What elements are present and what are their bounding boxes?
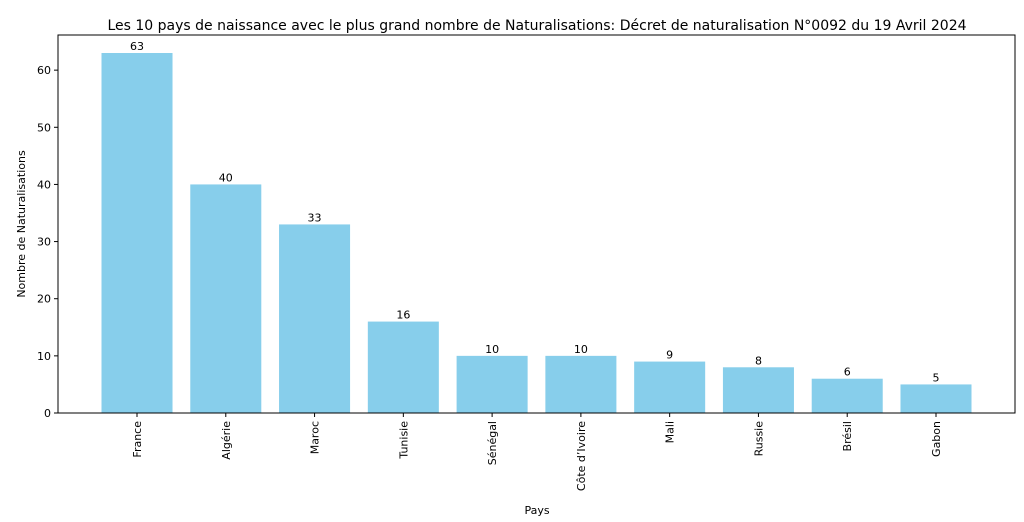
x-tick-label: Gabon	[930, 421, 943, 457]
data-label: 6	[844, 366, 851, 379]
data-label: 33	[308, 211, 322, 224]
data-label: 10	[574, 343, 588, 356]
x-tick-label: Brésil	[841, 421, 854, 451]
x-tick-label: France	[131, 421, 144, 458]
bar	[101, 53, 173, 413]
y-tick-label: 20	[37, 293, 51, 306]
y-tick-label: 40	[37, 178, 51, 191]
data-label: 10	[485, 343, 499, 356]
bar	[722, 367, 794, 413]
x-axis-label: Pays	[524, 504, 549, 517]
y-tick-label: 10	[37, 350, 51, 363]
y-tick-label: 0	[44, 407, 51, 420]
data-label: 16	[396, 309, 410, 322]
bar	[456, 355, 528, 413]
chart-title: Les 10 pays de naissance avec le plus gr…	[107, 18, 966, 34]
y-tick-label: 30	[37, 236, 51, 249]
bar	[279, 224, 351, 413]
bar	[190, 184, 262, 413]
y-tick-label: 60	[37, 64, 51, 77]
x-tick-label: Algérie	[220, 421, 233, 460]
bar	[367, 321, 439, 413]
x-tick-label: Russie	[752, 421, 765, 457]
data-label: 8	[755, 354, 762, 367]
x-tick-label: Sénégal	[486, 421, 499, 465]
x-tick-label: Mali	[664, 421, 677, 443]
data-label: 9	[666, 349, 673, 362]
data-label: 63	[130, 40, 144, 53]
x-tick-label: Tunisie	[397, 421, 410, 460]
x-tick-label: Côte d’Ivoire	[575, 421, 588, 491]
x-tick-label: Maroc	[309, 421, 322, 454]
bar	[634, 361, 706, 413]
bar	[545, 355, 617, 413]
plot-frame	[57, 34, 1016, 414]
bar	[900, 384, 972, 413]
data-label: 5	[932, 371, 939, 384]
bar	[811, 378, 883, 413]
data-label: 40	[219, 171, 233, 184]
y-axis-label: Nombre de Naturalisations	[15, 150, 28, 298]
y-tick-label: 50	[37, 121, 51, 134]
